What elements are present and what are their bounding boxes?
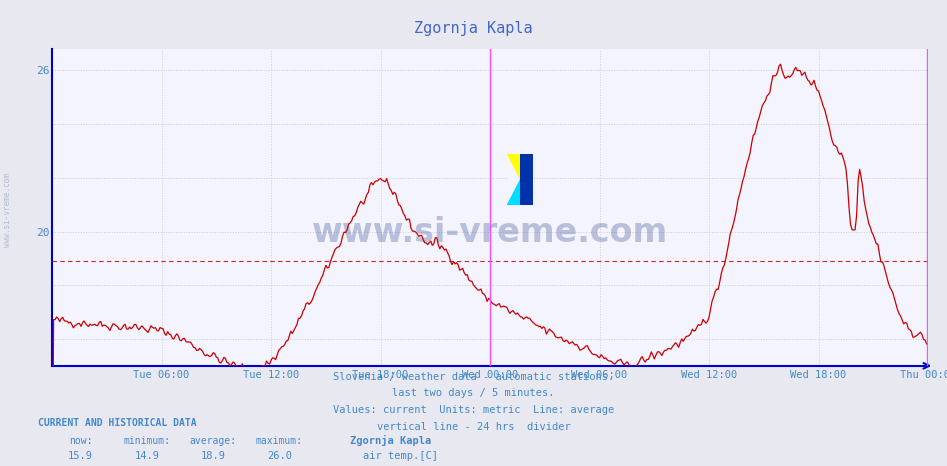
Text: www.si-vreme.com: www.si-vreme.com	[3, 173, 12, 247]
Text: 15.9: 15.9	[68, 451, 93, 461]
Text: Values: current  Units: metric  Line: average: Values: current Units: metric Line: aver…	[333, 405, 614, 415]
Polygon shape	[520, 154, 533, 205]
Text: now:: now:	[69, 436, 92, 446]
Text: 18.9: 18.9	[201, 451, 225, 461]
Text: 14.9: 14.9	[134, 451, 159, 461]
Text: average:: average:	[189, 436, 237, 446]
Polygon shape	[507, 154, 520, 205]
Text: maximum:: maximum:	[256, 436, 303, 446]
Bar	[507, 179, 520, 205]
Text: 26.0: 26.0	[267, 451, 292, 461]
Text: minimum:: minimum:	[123, 436, 170, 446]
Text: Zgornja Kapla: Zgornja Kapla	[414, 21, 533, 36]
Text: last two days / 5 minutes.: last two days / 5 minutes.	[392, 388, 555, 398]
Text: vertical line - 24 hrs  divider: vertical line - 24 hrs divider	[377, 422, 570, 432]
Text: air temp.[C]: air temp.[C]	[363, 451, 438, 461]
Text: Slovenia / weather data - automatic stations.: Slovenia / weather data - automatic stat…	[333, 371, 614, 382]
Text: Zgornja Kapla: Zgornja Kapla	[350, 435, 432, 446]
Text: CURRENT AND HISTORICAL DATA: CURRENT AND HISTORICAL DATA	[38, 418, 197, 428]
Bar	[507, 154, 520, 179]
Text: www.si-vreme.com: www.si-vreme.com	[312, 216, 669, 249]
